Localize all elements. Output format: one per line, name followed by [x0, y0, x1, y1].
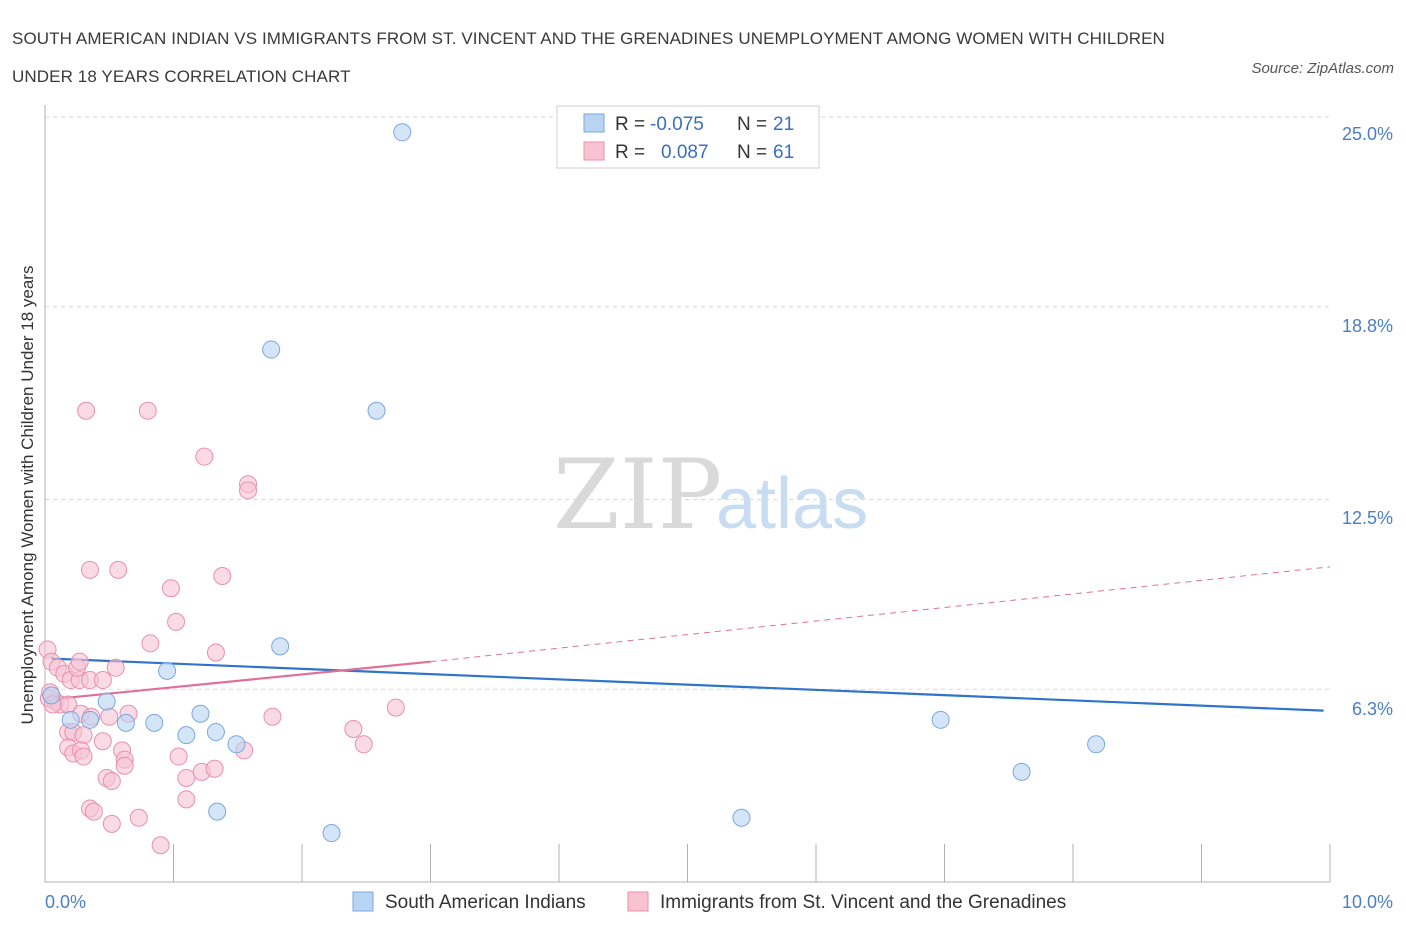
point-immigrants-21: [93, 671, 112, 690]
x-tick-label-max: 10.0%: [1342, 892, 1393, 912]
point-south-american-indians-19: [1012, 762, 1031, 781]
point-south-american-indians-2: [367, 401, 386, 420]
point-immigrants-54: [84, 802, 103, 821]
point-south-american-indians-13: [227, 735, 246, 754]
point-immigrants-51: [354, 735, 373, 754]
point-immigrants-55: [102, 814, 121, 833]
point-immigrants-19: [70, 652, 89, 671]
point-immigrants-8: [161, 579, 180, 598]
watermark-zip: ZIP: [553, 439, 722, 551]
point-immigrants-6: [109, 560, 128, 579]
series-legend-label-blue: South American Indians: [385, 892, 586, 913]
point-immigrants-34: [93, 732, 112, 751]
point-immigrants-10: [141, 634, 160, 653]
tick-labels: 0.0% 10.0% 6.3% 12.5% 18.8% 25.0%: [45, 124, 1393, 912]
series-legend-swatch-blue: [352, 891, 374, 912]
point-south-american-indians-9: [158, 661, 177, 680]
y-tick-label-12-5: 12.5%: [1342, 508, 1393, 528]
point-south-american-indians-4: [61, 710, 80, 729]
point-immigrants-11: [206, 643, 225, 662]
point-south-american-indians-3: [42, 686, 61, 705]
point-immigrants-9: [167, 612, 186, 631]
correlation-legend: R = -0.075 N = 21 R = 0.087 N = 61: [556, 105, 820, 169]
point-immigrants-50: [344, 720, 363, 738]
legend-r-value-pink: 0.087: [661, 142, 709, 163]
point-immigrants-52: [386, 698, 405, 717]
point-south-american-indians-7: [116, 713, 135, 732]
legend-swatch-blue: [583, 113, 605, 133]
point-south-american-indians-14: [271, 637, 290, 656]
point-immigrants-7: [213, 567, 232, 585]
point-immigrants-22: [106, 658, 125, 677]
point-south-american-indians-6: [97, 692, 116, 711]
legend-r-value-blue: -0.075: [650, 114, 704, 135]
point-south-american-indians-16: [322, 824, 341, 843]
point-south-american-indians-18: [931, 710, 950, 729]
y-tick-label-18-8: 18.8%: [1342, 316, 1393, 336]
point-immigrants-1: [138, 401, 157, 420]
watermark-atlas: atlas: [716, 464, 868, 544]
gridlines: [45, 116, 1330, 690]
series-legend: South American Indians Immigrants from S…: [352, 891, 1066, 913]
point-immigrants-33: [74, 726, 93, 745]
legend-r-label-blue: R =: [615, 114, 645, 135]
point-south-american-indians-15: [208, 802, 227, 821]
point-immigrants-44: [169, 747, 188, 766]
point-immigrants-2: [195, 447, 214, 466]
point-south-american-indians-12: [206, 723, 225, 742]
point-immigrants-45: [177, 768, 196, 787]
point-south-american-indians-8: [145, 713, 164, 732]
point-south-american-indians-11: [191, 704, 210, 723]
points-immigrants-st-vincent: [38, 401, 405, 855]
points-south-american-indians: [42, 123, 1106, 843]
point-south-american-indians-1: [262, 340, 281, 359]
point-immigrants-57: [151, 836, 170, 855]
axes: [44, 105, 1331, 883]
point-immigrants-49: [263, 707, 282, 726]
point-immigrants-29: [100, 707, 119, 726]
point-immigrants-47: [205, 759, 224, 778]
source-label: Source: ZipAtlas.com: [1251, 60, 1394, 77]
point-immigrants-41: [115, 756, 134, 775]
legend-n-value-pink: 61: [773, 142, 794, 163]
series-legend-swatch-pink: [627, 891, 649, 912]
chart-title: SOUTH AMERICAN INDIAN VS IMMIGRANTS FROM…: [12, 29, 1165, 86]
legend-r-label-pink: R =: [615, 142, 645, 163]
point-south-american-indians-0: [393, 123, 412, 142]
point-south-american-indians-10: [177, 726, 196, 745]
legend-swatch-pink: [583, 141, 605, 161]
legend-n-label-pink: N =: [737, 142, 767, 163]
point-immigrants-56: [129, 808, 148, 827]
point-south-american-indians-17: [732, 808, 751, 827]
point-immigrants-5: [80, 560, 99, 579]
trend-line-south-american-indians: [51, 657, 1324, 712]
point-immigrants-40: [74, 747, 93, 766]
trend-line-immigrants-dashed: [430, 566, 1331, 663]
point-immigrants-0: [77, 401, 96, 420]
point-south-american-indians-5: [80, 710, 99, 729]
y-tick-label-6-3: 6.3%: [1352, 699, 1393, 719]
point-immigrants-58: [177, 790, 196, 809]
point-immigrants-43: [102, 772, 121, 791]
legend-n-label-blue: N =: [737, 114, 767, 135]
series-legend-label-pink: Immigrants from St. Vincent and the Gren…: [660, 892, 1066, 913]
point-immigrants-4: [239, 481, 258, 500]
y-axis-label: Unemployment Among Women with Children U…: [18, 266, 37, 725]
legend-n-value-blue: 21: [773, 114, 794, 135]
point-south-american-indians-20: [1087, 735, 1106, 754]
y-tick-label-25-0: 25.0%: [1342, 124, 1393, 144]
x-tick-label-min: 0.0%: [45, 892, 86, 912]
